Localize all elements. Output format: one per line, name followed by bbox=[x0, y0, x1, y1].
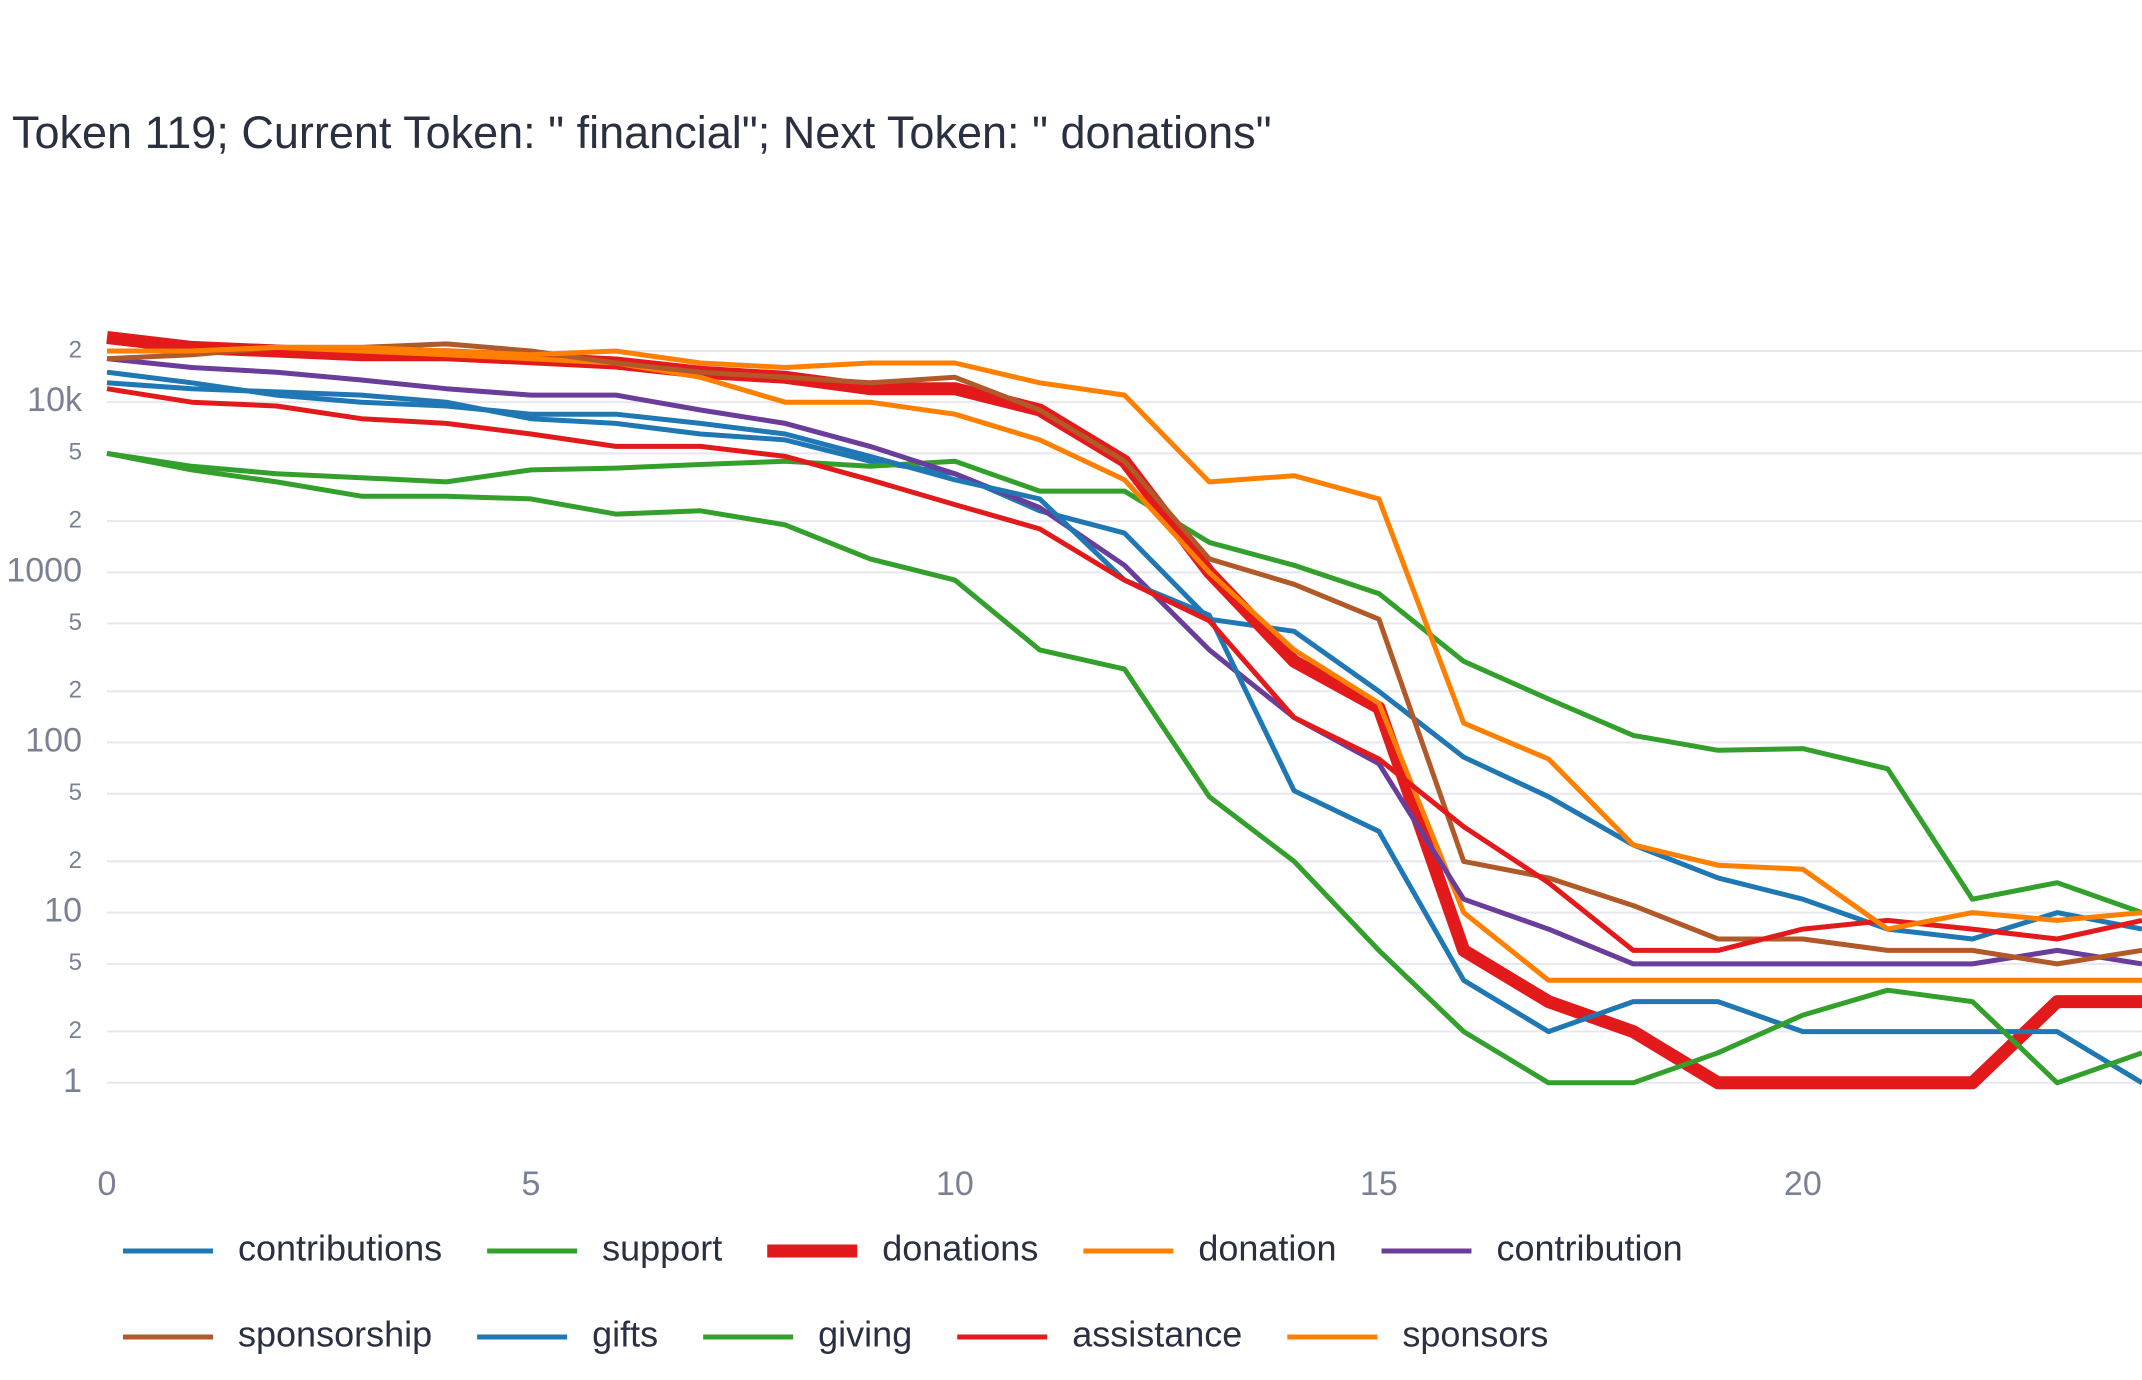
x-tick-label: 0 bbox=[98, 1165, 117, 1203]
series-line bbox=[106, 356, 2142, 967]
y-tick-label: 5 bbox=[69, 609, 82, 636]
series-line bbox=[106, 380, 2142, 942]
y-tick-label: 2 bbox=[69, 1017, 82, 1044]
y-tick-label: 2 bbox=[69, 336, 82, 363]
legend-item: gifts bbox=[477, 1314, 658, 1355]
grid bbox=[107, 349, 2142, 1084]
y-tick-label: 1000 bbox=[6, 551, 82, 589]
x-tick-label: 5 bbox=[521, 1165, 540, 1203]
legend-label: donations bbox=[882, 1228, 1038, 1269]
chart-title: Token 119; Current Token: " financial"; … bbox=[12, 107, 1272, 158]
y-tick-label: 5 bbox=[69, 439, 82, 466]
legend-label: donation bbox=[1198, 1228, 1336, 1269]
legend-item: assistance bbox=[957, 1314, 1242, 1355]
x-tick-label: 15 bbox=[1360, 1165, 1398, 1203]
legend-item: sponsorship bbox=[123, 1314, 432, 1355]
y-tick-label: 10k bbox=[27, 381, 83, 419]
series-line bbox=[106, 341, 2142, 967]
legend-item: sponsors bbox=[1287, 1314, 1548, 1355]
legend-label: sponsorship bbox=[238, 1314, 432, 1355]
series-line bbox=[106, 450, 2142, 915]
x-tick-label: 10 bbox=[936, 1165, 974, 1203]
legend-label: contribution bbox=[1496, 1228, 1682, 1269]
series-line bbox=[106, 331, 2142, 1090]
legend-label: support bbox=[602, 1228, 722, 1269]
y-tick-label: 2 bbox=[69, 677, 82, 704]
y-tick-label: 100 bbox=[25, 721, 82, 759]
legend-item: donations bbox=[767, 1228, 1038, 1269]
y-tick-label: 5 bbox=[69, 949, 82, 976]
legend-label: assistance bbox=[1072, 1314, 1242, 1355]
legend-label: sponsors bbox=[1402, 1314, 1548, 1355]
legend-item: contribution bbox=[1381, 1228, 1683, 1269]
y-tick-label: 10 bbox=[44, 892, 82, 930]
legend-label: contributions bbox=[238, 1228, 442, 1269]
legend-item: contributions bbox=[123, 1228, 442, 1269]
series-line bbox=[106, 386, 2142, 953]
series-line bbox=[106, 450, 2142, 1086]
legend-item: donation bbox=[1083, 1228, 1336, 1269]
x-tick-label: 20 bbox=[1784, 1165, 1822, 1203]
y-tick-label: 2 bbox=[69, 847, 82, 874]
y-tick-label: 5 bbox=[69, 779, 82, 806]
legend-item: support bbox=[487, 1228, 722, 1269]
series-line bbox=[107, 344, 2142, 983]
y-tick-label: 2 bbox=[69, 506, 82, 533]
legend-item: giving bbox=[703, 1314, 912, 1355]
legend-label: gifts bbox=[592, 1314, 658, 1355]
series-line bbox=[107, 344, 2142, 932]
y-tick-label: 1 bbox=[63, 1062, 82, 1100]
legend-label: giving bbox=[818, 1314, 912, 1355]
